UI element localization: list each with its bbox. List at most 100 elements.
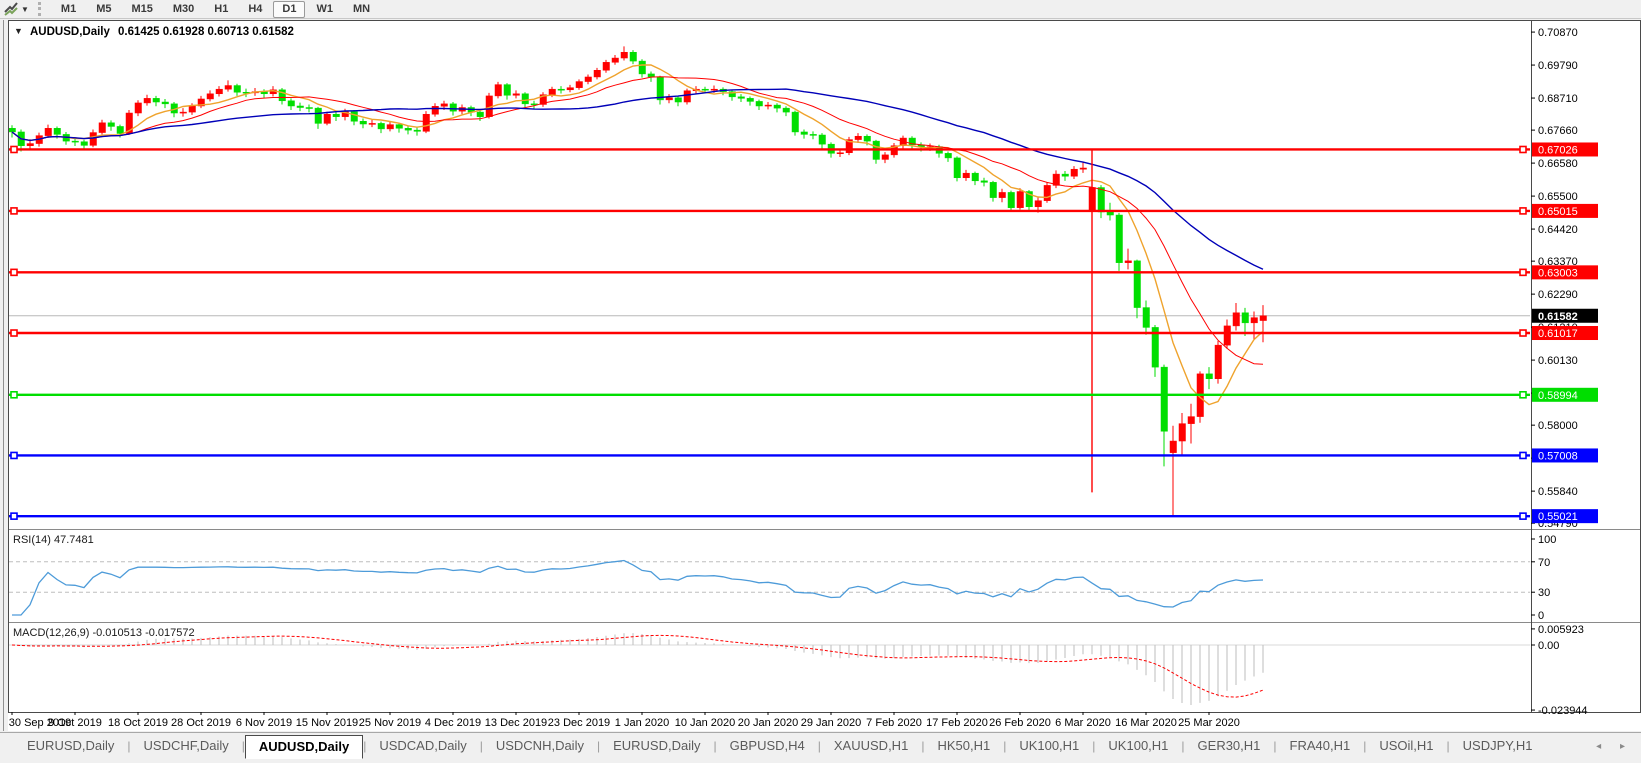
line-handle[interactable]	[10, 207, 18, 215]
date-tick-label: 1 Jan 2020	[615, 717, 669, 729]
line-handle[interactable]	[1519, 329, 1527, 337]
date-tick-label: 29 Jan 2020	[801, 717, 862, 729]
line-handle[interactable]	[10, 451, 18, 460]
chart-tab-uk100-h1[interactable]: UK100,H1	[1108, 738, 1169, 753]
chart-title-symbol: AUDUSD,Daily	[30, 26, 110, 38]
timeframe-button-m5[interactable]: M5	[96, 2, 112, 15]
date-tick-label: 13 Dec 2019	[485, 717, 547, 729]
timeframe-button-d1[interactable]: D1	[273, 0, 306, 18]
macd-indicator-label: MACD(12,26,9) -0.010513 -0.017572	[13, 627, 195, 639]
line-handle[interactable]	[10, 390, 18, 399]
line-handle[interactable]	[10, 512, 18, 520]
chart-tab-eurusd-daily[interactable]: EURUSD,Daily	[613, 738, 701, 753]
chart-tab-eurusd-daily[interactable]: EURUSD,Daily	[27, 738, 115, 753]
macd-signal-line	[11, 634, 1264, 698]
chart-tab-fra40-h1[interactable]: FRA40,H1	[1289, 738, 1351, 753]
moving-average-slow	[11, 88, 1264, 270]
timeframe-button-mn[interactable]: MN	[352, 2, 371, 15]
chart-tab-ger30-h1[interactable]: GER30,H1	[1197, 738, 1261, 753]
date-tick-label: 25 Nov 2019	[359, 717, 421, 729]
line-handle[interactable]	[1519, 145, 1527, 154]
timeframe-button-w1[interactable]: W1	[316, 2, 333, 15]
chart-type-icon[interactable]	[3, 2, 19, 16]
line-handle[interactable]	[1519, 451, 1527, 460]
timeframe-button-m15[interactable]: M15	[131, 2, 153, 15]
macd-tick-label: 0.005923	[1538, 624, 1584, 636]
chart-window: 0.70870 0.69790 0.68710 0.67660 0.66580 0.655…	[0, 18, 1641, 732]
chart-tab-xauusd-h1[interactable]: XAUUSD,H1	[833, 738, 909, 753]
tab-separator: |	[596, 739, 601, 753]
rsi-tick-label: 0	[1538, 610, 1544, 622]
date-tick-label: 6 Mar 2020	[1055, 717, 1111, 729]
line-handle[interactable]	[10, 268, 18, 277]
plot-area[interactable]	[9, 46, 1531, 520]
oneclick-dropdown-icon[interactable]: ▼	[14, 26, 23, 36]
line-price-label: 0.58994	[1538, 390, 1578, 402]
moving-average-medium	[11, 76, 1264, 365]
line-handle[interactable]	[1519, 390, 1527, 399]
line-handle[interactable]	[1519, 268, 1527, 277]
line-handle[interactable]	[1519, 207, 1527, 215]
date-tick-label: 30 Sep 2019	[9, 717, 71, 729]
chart-tab-uk100-h1[interactable]: UK100,H1	[1019, 738, 1080, 753]
price-chart[interactable]: 0.70870 0.69790 0.68710 0.67660 0.66580 0.655…	[0, 18, 1641, 732]
timeframe-button-h4[interactable]: H4	[248, 2, 263, 15]
rsi-line	[12, 559, 1264, 616]
rsi-indicator-label: RSI(14) 47.7481	[13, 534, 94, 546]
line-handle[interactable]	[10, 145, 18, 154]
toolbar-grip[interactable]	[37, 2, 46, 16]
line-price-label: 0.63003	[1538, 267, 1578, 279]
moving-average-fast	[11, 64, 1264, 406]
tabs-scroll-right-icon[interactable]: ▸	[1619, 741, 1633, 752]
tab-separator: |	[921, 739, 925, 753]
line-price-label: 0.61017	[1538, 328, 1578, 340]
price-tick-label: 0.69790	[1538, 60, 1578, 72]
tab-separator: |	[241, 739, 245, 753]
tab-separator: |	[1092, 739, 1096, 753]
chart-tab-gbpusd-h4[interactable]: GBPUSD,H4	[729, 738, 805, 753]
price-tick-label: 0.66580	[1538, 158, 1578, 170]
price-tick-label: 0.60130	[1538, 355, 1578, 367]
line-handle[interactable]	[10, 329, 18, 337]
price-axis[interactable]: 0.70870 0.69790 0.68710 0.67660 0.66580 0.655…	[1531, 27, 1598, 717]
date-tick-label: 16 Mar 2020	[1115, 717, 1177, 729]
date-tick-label: 17 Feb 2020	[926, 717, 988, 729]
candlestick-chart-icon	[4, 2, 18, 16]
tab-separator: |	[1181, 739, 1185, 753]
date-tick-label: 10 Jan 2020	[675, 717, 736, 729]
date-tick-label: 26 Feb 2020	[989, 717, 1051, 729]
price-tick-label: 0.64420	[1538, 224, 1578, 236]
rsi-tick-label: 30	[1538, 587, 1550, 599]
line-price-label: 0.55021	[1538, 511, 1578, 523]
price-tick-label: 0.67660	[1538, 125, 1578, 137]
macd-pane[interactable]	[9, 633, 1530, 705]
chart-type-dropdown-icon[interactable]: ▼	[21, 4, 29, 14]
chart-tab-hk50-h1[interactable]: HK50,H1	[937, 738, 991, 753]
tabs-scroll-left-icon[interactable]: ◂	[1596, 741, 1610, 752]
date-tick-label: 18 Oct 2019	[108, 717, 168, 729]
line-price-label: 0.67026	[1538, 144, 1578, 156]
line-handle[interactable]	[1519, 512, 1527, 520]
chart-tab-usdjpy-h1[interactable]: USDJPY,H1	[1462, 738, 1533, 753]
price-tick-label: 0.58000	[1538, 420, 1578, 432]
tab-separator: |	[363, 739, 367, 753]
chart-tab-usdchf-daily[interactable]: USDCHF,Daily	[143, 738, 229, 753]
chart-tab-usdcad-daily[interactable]: USDCAD,Daily	[379, 738, 467, 753]
timeframe-button-m30[interactable]: M30	[172, 2, 195, 15]
price-tick-label: 0.68710	[1538, 93, 1578, 105]
macd-tick-label: -0.023944	[1538, 705, 1588, 717]
tab-separator: |	[817, 739, 821, 753]
chart-tab-usdcnh-daily[interactable]: USDCNH,Daily	[495, 738, 584, 753]
date-tick-label: 23 Dec 2019	[548, 717, 610, 729]
timeframe-button-h1[interactable]: H1	[214, 2, 229, 15]
current-price-label: 0.61582	[1538, 311, 1578, 323]
timeframe-button-m1[interactable]: M1	[60, 2, 77, 15]
chart-tab-usoil-h1[interactable]: USOil,H1	[1379, 738, 1434, 753]
top-toolbar: ▼ M1 M5 M15 M30 H1 H4 D1 W1 MN	[0, 0, 1641, 19]
chart-tab-audusd-daily[interactable]: AUDUSD,Daily	[244, 735, 364, 759]
macd-tick-label: 0.00	[1538, 640, 1559, 652]
tab-separator: |	[713, 739, 717, 753]
tab-separator: |	[1446, 739, 1450, 753]
rsi-pane[interactable]	[9, 559, 1530, 616]
